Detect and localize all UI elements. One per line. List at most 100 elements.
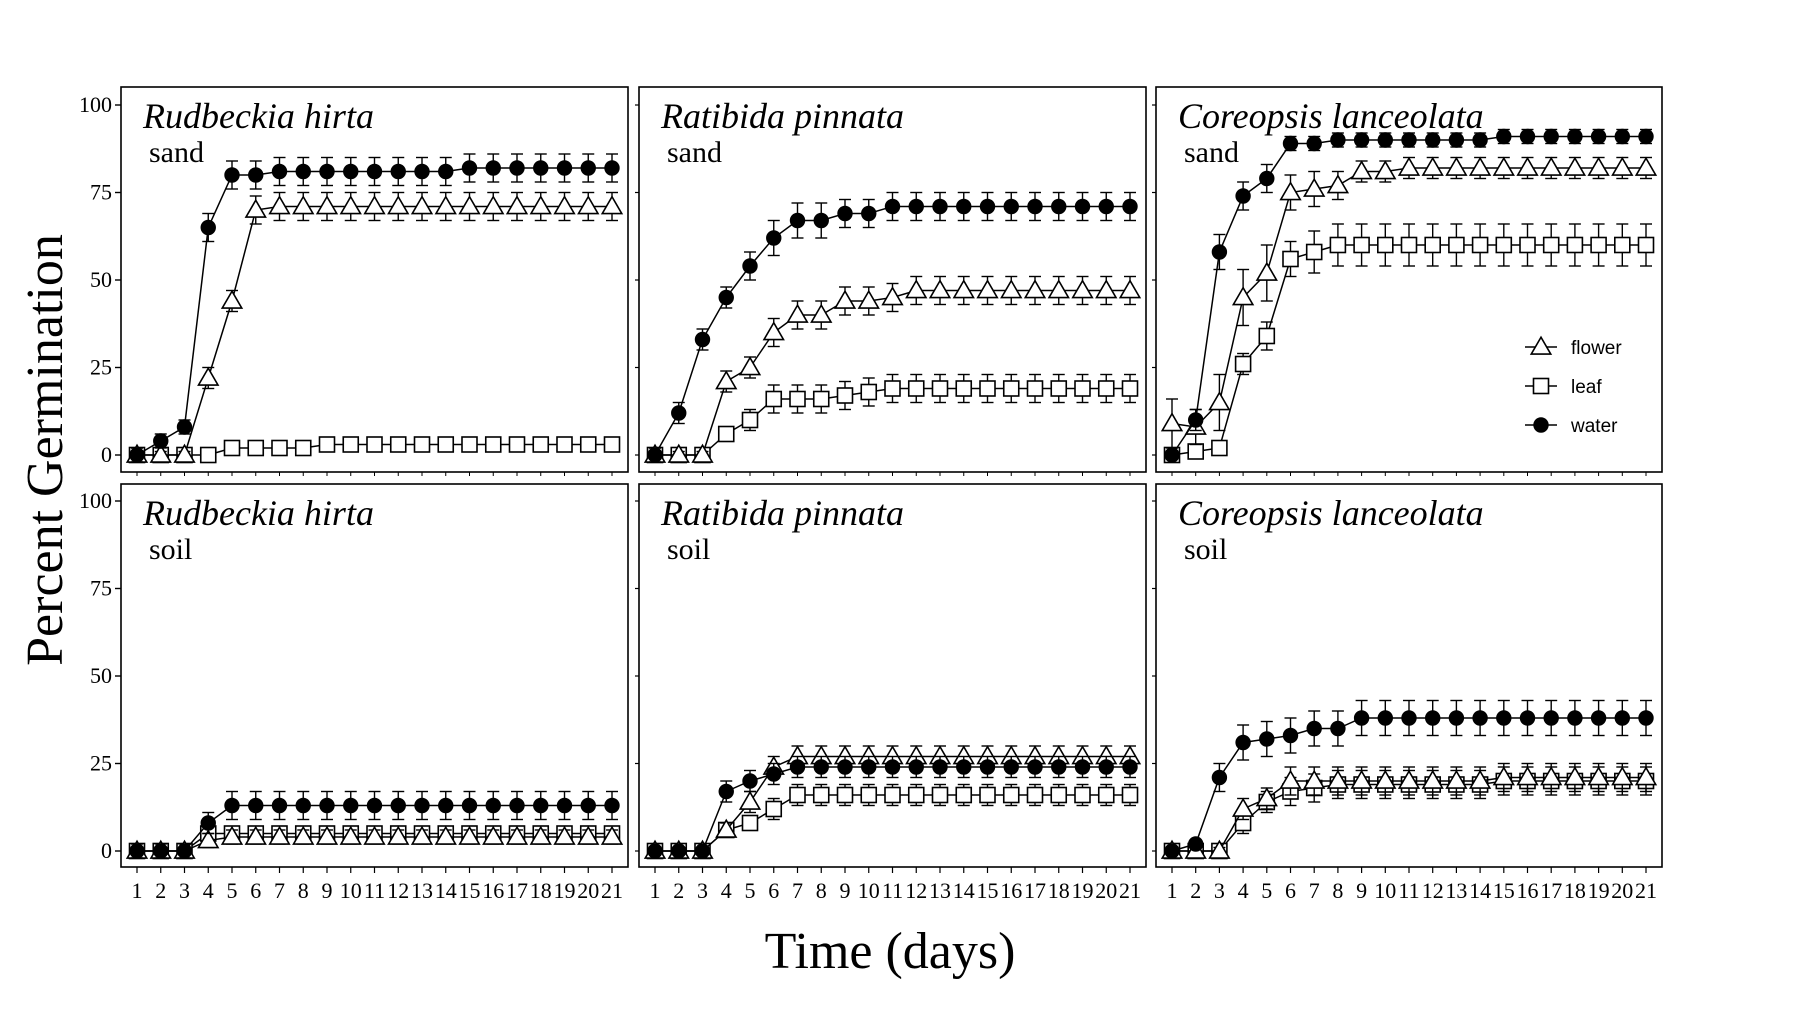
point-water: [837, 205, 853, 222]
point-water: [979, 198, 996, 215]
point-water: [742, 773, 758, 789]
point-flower: [1611, 156, 1634, 176]
point-water: [671, 843, 687, 859]
point-flower: [220, 825, 244, 845]
point-leaf: [1400, 236, 1418, 254]
y-tick-label: 75: [90, 576, 112, 601]
point-water: [766, 230, 782, 246]
point-flower: [881, 286, 904, 306]
x-tick-label: 11: [364, 878, 385, 903]
point-water: [1614, 128, 1631, 145]
point-leaf: [271, 439, 288, 457]
point-flower: [1492, 766, 1515, 786]
x-tick-label: 6: [250, 878, 261, 903]
legend-entry-flower: flower: [1525, 335, 1622, 359]
point-water: [1472, 710, 1488, 726]
point-flower: [1255, 261, 1278, 281]
point-flower: [553, 825, 576, 845]
point-water: [932, 759, 948, 775]
point-flower: [1445, 156, 1468, 176]
point-leaf: [1026, 786, 1044, 804]
point-water: [1282, 135, 1299, 152]
point-water: [932, 198, 948, 215]
point-leaf: [741, 814, 759, 832]
point-flower: [857, 289, 880, 309]
point-water: [1027, 759, 1043, 775]
point-water: [1003, 759, 1019, 775]
point-leaf: [1377, 236, 1394, 254]
point-flower: [1095, 279, 1118, 299]
x-tick-label: 16: [482, 878, 504, 903]
point-flower: [244, 825, 267, 845]
point-water: [533, 160, 549, 176]
series-water: [1164, 699, 1654, 859]
point-water: [1425, 710, 1441, 726]
point-flower: [315, 195, 339, 215]
point-water: [295, 163, 311, 180]
point-flower: [529, 825, 552, 845]
point-water: [884, 759, 901, 775]
point-flower: [1540, 766, 1563, 786]
legend-marker-leaf: [1532, 377, 1550, 395]
x-tick-label: 12: [1422, 878, 1444, 903]
point-flower: [149, 443, 172, 463]
point-water: [1353, 132, 1370, 148]
point-water: [438, 797, 454, 814]
point-flower: [529, 195, 552, 215]
point-water: [718, 289, 734, 306]
x-tick-label: 17: [506, 878, 528, 903]
point-flower: [1563, 766, 1587, 786]
x-tick-label: 16: [1000, 878, 1022, 903]
point-flower: [1231, 286, 1255, 306]
point-leaf: [907, 380, 925, 397]
panel-medium-label: soil: [1184, 533, 1227, 566]
point-water: [1188, 412, 1204, 428]
point-water: [485, 160, 501, 176]
point-water: [1401, 132, 1417, 148]
point-leaf: [1050, 380, 1068, 397]
point-water: [718, 783, 734, 800]
point-water: [1027, 198, 1043, 215]
point-water: [1377, 710, 1394, 726]
point-water: [1306, 135, 1322, 152]
point-water: [979, 759, 996, 775]
point-leaf: [741, 411, 759, 429]
point-water: [1330, 132, 1346, 148]
point-water: [129, 843, 145, 859]
series-water: [129, 790, 620, 859]
x-tick-label: 14: [1469, 878, 1491, 903]
series-water: [647, 755, 1138, 859]
point-flower: [1634, 766, 1658, 786]
point-leaf: [717, 425, 735, 443]
y-tick-label: 50: [90, 267, 112, 292]
point-water: [1282, 727, 1299, 744]
x-tick-label: 2: [673, 878, 684, 903]
point-leaf: [955, 380, 973, 397]
point-flower: [410, 825, 434, 845]
point-flower: [410, 195, 434, 215]
x-tick-label: 12: [905, 878, 927, 903]
point-flower: [577, 825, 600, 845]
point-leaf: [1329, 236, 1347, 254]
point-flower: [1350, 160, 1373, 180]
point-flower: [1516, 156, 1539, 176]
y-tick-label: 0: [101, 442, 112, 467]
y-tick-label: 50: [90, 663, 112, 688]
point-flower: [1160, 412, 1184, 432]
series-water: [129, 153, 620, 463]
point-flower: [1047, 279, 1070, 299]
x-tick-label: 17: [1540, 878, 1562, 903]
panel-coreopsis-lanceolata-soil: 1 2 3 4 5 6 7 8 9 10 11 12 13 14 15 16 17 18 19 20 21Coreops…: [1152, 483, 1663, 903]
panel-species-label: Coreopsis lanceolata: [1178, 493, 1484, 533]
x-tick-label: 15: [1493, 878, 1515, 903]
x-tick-label: 11: [1398, 878, 1419, 903]
point-flower: [1563, 156, 1587, 176]
point-water: [390, 163, 406, 180]
x-tick-label: 2: [1190, 878, 1201, 903]
y-tick-label: 25: [90, 751, 112, 776]
x-tick-label: 5: [745, 878, 756, 903]
point-flower: [715, 370, 738, 390]
point-leaf: [1121, 786, 1139, 804]
panel-species-label: Rudbeckia hirta: [142, 493, 374, 533]
